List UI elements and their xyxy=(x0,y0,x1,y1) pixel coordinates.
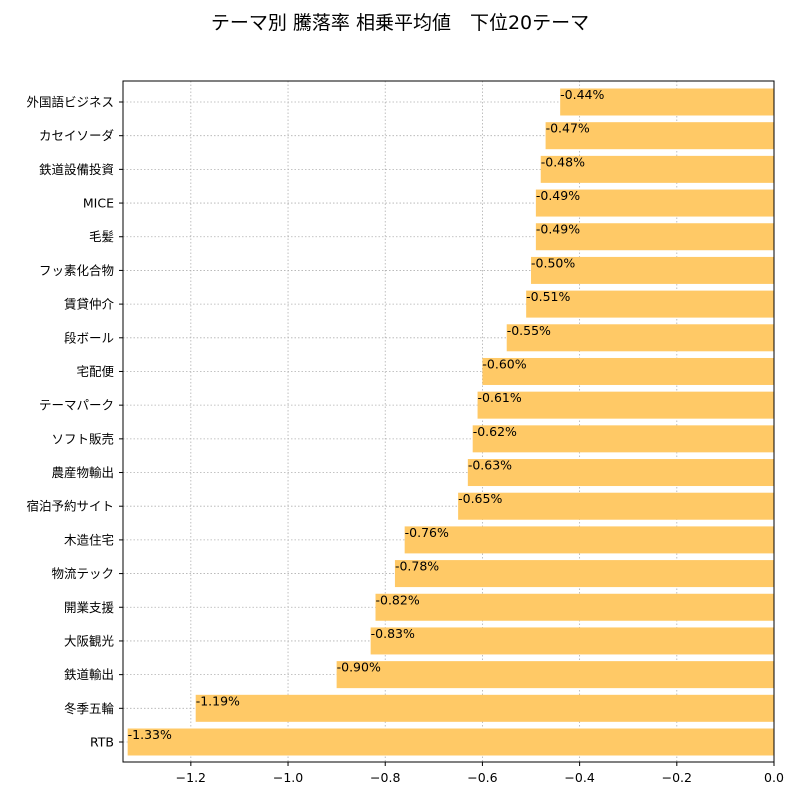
bar-value-label: -0.51% xyxy=(526,289,570,304)
plot-frame xyxy=(122,80,775,763)
bar-value-label: -0.82% xyxy=(376,592,420,607)
category-label: 鉄道輸出 xyxy=(64,667,114,682)
bar-value-label: -0.62% xyxy=(473,424,517,439)
bar-value-label: -0.63% xyxy=(468,458,512,473)
category-label: 大阪観光 xyxy=(64,633,114,648)
bars xyxy=(127,88,774,756)
bar xyxy=(375,593,774,621)
bar xyxy=(195,694,774,722)
category-label: 外国語ビジネス xyxy=(26,95,114,110)
bar-value-label: -0.48% xyxy=(541,154,585,169)
bar-value-label: -0.47% xyxy=(546,121,590,136)
bar-value-label: -0.44% xyxy=(560,87,604,102)
bar-value-label: -0.83% xyxy=(371,626,415,641)
bar xyxy=(482,357,774,385)
category-label: 木造住宅 xyxy=(64,532,114,547)
x-tick-label: −0.6 xyxy=(467,770,497,785)
category-label: RTB xyxy=(90,735,114,750)
bar-value-label: -0.65% xyxy=(458,491,502,506)
bar-value-label: -1.19% xyxy=(196,693,240,708)
bar xyxy=(506,324,774,352)
category-label: 宅配便 xyxy=(76,364,114,379)
x-tick-label: −0.4 xyxy=(564,770,594,785)
bar xyxy=(531,256,774,284)
category-label: 段ボール xyxy=(64,330,114,345)
x-tick-label: −0.2 xyxy=(662,770,692,785)
grid xyxy=(123,81,774,762)
x-tick-label: −1.0 xyxy=(273,770,303,785)
bar xyxy=(472,425,774,453)
bar-value-label: -0.90% xyxy=(337,660,381,675)
category-label: 農産物輸出 xyxy=(51,465,114,480)
x-tick-label: 0.0 xyxy=(764,770,784,785)
bar-value-label: -0.49% xyxy=(536,222,580,237)
bar-value-label: -0.60% xyxy=(482,356,526,371)
bar-value-label: -0.76% xyxy=(405,525,449,540)
category-label: 冬季五輪 xyxy=(64,701,115,716)
bar xyxy=(336,661,774,689)
bar xyxy=(560,88,774,116)
bar-value-label: -0.55% xyxy=(507,323,551,338)
bar-value-label: -0.78% xyxy=(395,559,439,574)
bar-value-label: -0.49% xyxy=(536,188,580,203)
bar xyxy=(458,492,774,520)
category-label: 宿泊予約サイト xyxy=(26,499,114,514)
category-label: ソフト販売 xyxy=(51,431,114,446)
bar xyxy=(127,728,774,756)
chart-title: テーマ別 騰落率 相乗平均値 下位20テーマ xyxy=(211,12,589,34)
bar xyxy=(535,189,774,217)
bar-value-label: -0.50% xyxy=(531,255,575,270)
x-tick-label: −1.2 xyxy=(176,770,206,785)
x-tick-label: −0.8 xyxy=(370,770,400,785)
bar-value-label: -1.33% xyxy=(128,727,172,742)
x-axis: −1.2 −1.0 −0.8 −0.6 −0.4 −0.2 0.0 xyxy=(176,762,784,785)
category-label: カセイソーダ xyxy=(39,128,114,143)
category-label: フッ素化合物 xyxy=(39,263,114,278)
bar xyxy=(477,391,774,419)
category-label: 物流テック xyxy=(51,566,114,581)
category-label: 賃貸仲介 xyxy=(64,297,115,312)
category-label: 毛髪 xyxy=(89,229,114,244)
bar xyxy=(370,627,774,655)
bar xyxy=(545,122,774,150)
bar xyxy=(535,223,774,251)
data-labels: -0.44% -0.47% -0.48% -0.49% -0.49% -0.50% -0.5… xyxy=(128,87,605,742)
bar xyxy=(540,155,774,183)
bar xyxy=(526,290,774,318)
bar xyxy=(404,526,774,554)
bar xyxy=(394,560,774,588)
category-label: 鉄道設備投資 xyxy=(39,162,114,177)
category-label: テーマパーク xyxy=(39,398,114,413)
category-label: 開業支援 xyxy=(64,600,115,615)
bar xyxy=(467,459,774,487)
bar-value-label: -0.61% xyxy=(478,390,522,405)
category-label: MICE xyxy=(83,196,114,211)
